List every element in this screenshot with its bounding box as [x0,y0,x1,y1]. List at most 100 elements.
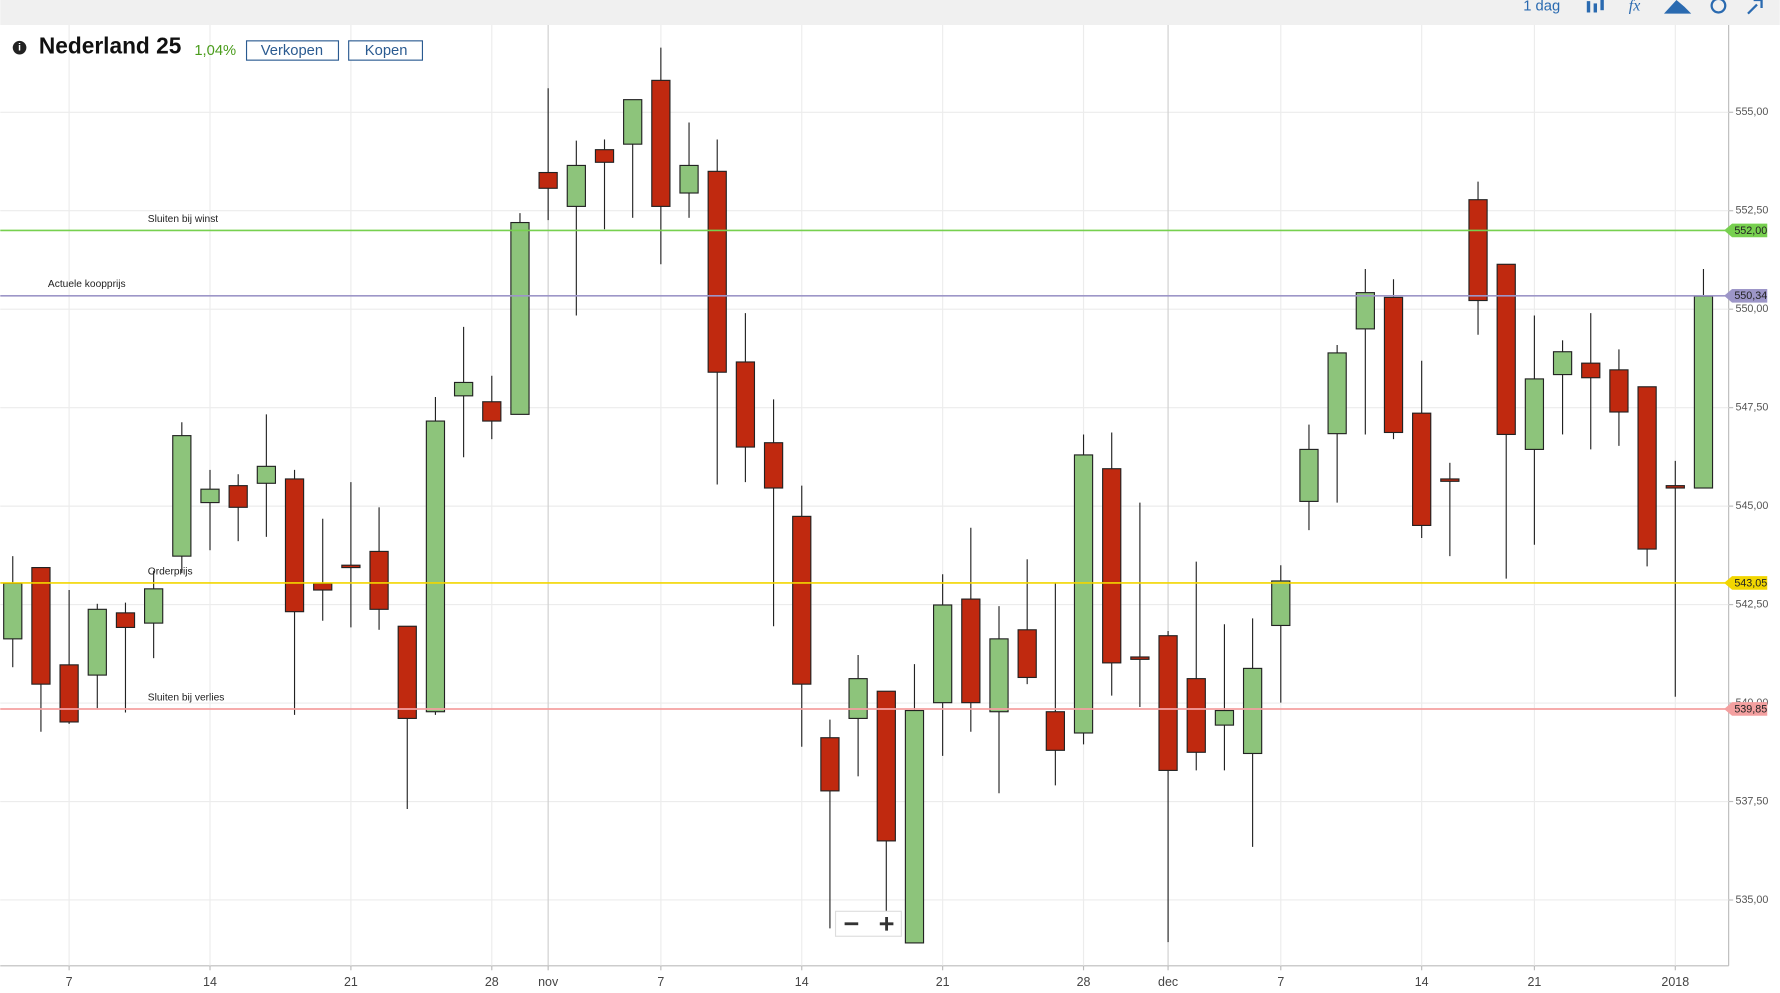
x-tick-label: 28 [1077,975,1091,989]
level-tag [1724,576,1768,590]
candle-body [59,664,79,723]
candle-body [1327,352,1347,435]
candle-body [1665,485,1685,489]
candle-body [989,638,1009,713]
candle-body [792,515,812,685]
candle-body [1609,369,1629,413]
candle-body [453,381,474,397]
candle-body [1524,378,1545,450]
y-tick-label: 552,50 [1735,205,1768,217]
level-name: Sluiten bij verlies [148,692,225,703]
candle-body [1102,468,1122,664]
candle-body [3,582,23,640]
candle-body [1017,629,1037,679]
y-tick-label: 547,50 [1735,402,1768,414]
candle-body [115,612,136,629]
level-label: 550,34 [1734,290,1767,302]
sell-label[interactable]: Verkopen [261,43,323,59]
candle-body [1552,351,1573,376]
candle-body [144,588,164,624]
candle-body [510,221,530,415]
toolbar-icons[interactable]: fx [1586,0,1763,14]
candle-body [876,690,896,842]
candle-body [735,361,756,448]
candle-body [1383,296,1404,434]
candle-body [1214,709,1235,726]
candle-body [566,164,586,207]
candle-body [763,442,784,489]
candle-body [1693,295,1714,489]
x-tick-label: 2018 [1661,975,1689,989]
x-tick-label: 14 [1415,975,1429,989]
candle-body [1468,199,1488,302]
level-tag [1724,288,1768,303]
candle-body [594,149,615,163]
info-icon[interactable] [12,40,27,55]
candle-body [341,564,361,569]
sell-button[interactable] [245,40,340,61]
candle-body [1496,263,1516,436]
info-glyph: i [18,42,21,53]
toolbar [0,0,1780,25]
candle-body [1271,580,1291,627]
candle-body [313,582,333,591]
candle-body [1299,448,1319,502]
candle-body [848,678,868,719]
x-tick-label: 7 [1277,975,1284,989]
x-tick-label: 28 [485,975,499,989]
candle-body [651,79,671,207]
candle-body [425,420,446,713]
x-tick-label: 14 [795,975,809,989]
candle-body [369,550,389,610]
y-tick-label: 545,00 [1735,500,1768,512]
candle-body [1045,711,1066,751]
y-tick-label: 537,50 [1735,795,1768,807]
y-tick-label: 535,00 [1735,894,1768,906]
x-tick-label: 7 [657,975,664,989]
candle-body [961,598,981,704]
candle-body [1073,454,1094,734]
level-tag [1724,223,1768,238]
candle-body [904,709,925,944]
candle-body [1158,635,1178,771]
x-tick-label: 21 [936,975,950,989]
y-tick-label: 555,00 [1735,106,1768,118]
buy-button[interactable] [348,40,424,61]
candle-body [256,465,277,484]
candle-body [1637,386,1657,550]
candle-body [1242,667,1263,755]
candle-body [707,170,727,373]
interval[interactable]: 1 dag [1523,0,1560,15]
candle-body [200,488,220,504]
level-name: Orderprijs [148,566,193,577]
x-tick-label: dec [1158,975,1178,989]
level-tag [1724,702,1768,716]
candle-body [172,435,192,557]
level-label: 552,00 [1734,225,1767,237]
level-name: Sluiten bij winst [148,214,218,225]
level-label: 543,05 [1734,577,1767,589]
candle-body [1412,412,1432,526]
level-label: 539,85 [1734,703,1767,715]
candle-body [538,171,558,189]
x-tick-label: 14 [203,975,217,989]
x-tick-label: 21 [344,975,358,989]
candle-body [482,401,502,422]
candle-body [679,164,699,194]
candle-body [1130,656,1150,660]
x-tick-label: 21 [1527,975,1541,989]
candle-body [228,485,248,508]
change: 1,04% [194,43,236,59]
candle-body [1581,362,1601,379]
candle-body [1440,478,1460,482]
candle-body [623,99,643,145]
candle-body [284,478,305,613]
zoom-in[interactable] [879,916,894,931]
candle-body [932,604,953,704]
x-tick-label: nov [538,975,559,989]
svg-text:fx: fx [1629,0,1640,14]
y-tick-label: 542,50 [1735,598,1768,610]
buy-label[interactable]: Kopen [365,43,408,59]
candle-body [397,625,417,719]
